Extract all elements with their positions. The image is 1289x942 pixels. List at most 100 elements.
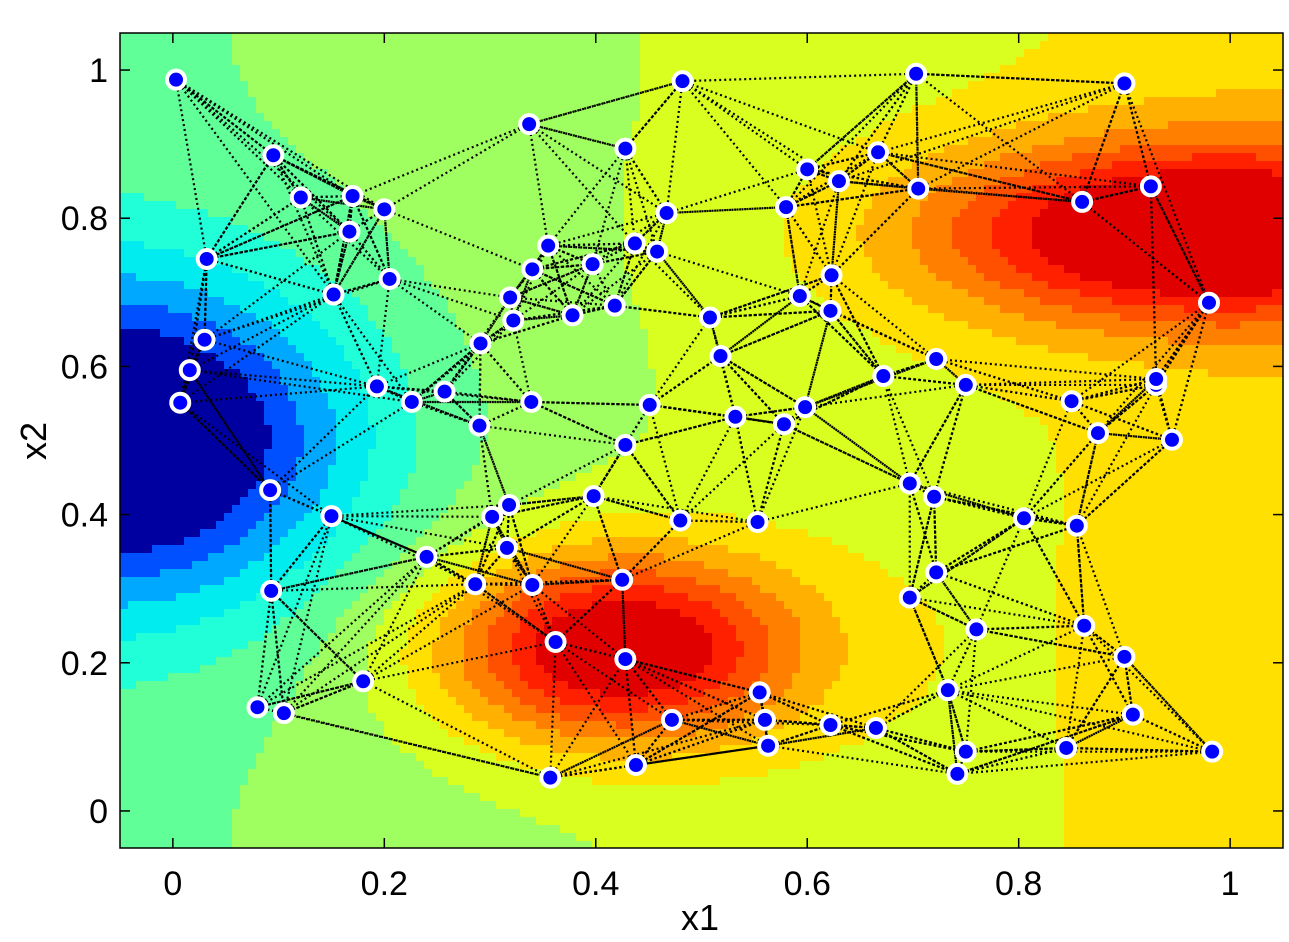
contour-cell — [504, 209, 513, 218]
contour-cell — [128, 201, 137, 210]
contour-cell — [328, 169, 337, 178]
contour-cell — [896, 49, 905, 58]
contour-cell — [608, 57, 617, 66]
contour-cell — [1040, 137, 1049, 146]
contour-cell — [208, 209, 217, 218]
contour-cell — [728, 297, 737, 306]
contour-cell — [1208, 169, 1217, 178]
contour-cell — [1104, 145, 1113, 154]
contour-cell — [144, 169, 153, 178]
contour-cell — [320, 81, 329, 90]
contour-cell — [968, 49, 977, 58]
contour-cell — [200, 65, 209, 74]
contour-cell — [1016, 33, 1025, 42]
contour-cell — [320, 161, 329, 170]
contour-cell — [536, 57, 545, 66]
contour-cell — [120, 249, 129, 258]
contour-cell — [984, 265, 993, 274]
contour-cell — [432, 41, 441, 50]
contour-cell — [328, 73, 337, 82]
contour-cell — [1192, 169, 1201, 178]
contour-cell — [384, 113, 393, 122]
contour-cell — [152, 73, 161, 82]
contour-cell — [528, 209, 537, 218]
contour-cell — [1016, 273, 1025, 282]
contour-cell — [1200, 89, 1209, 98]
contour-cell — [664, 153, 673, 162]
contour-cell — [976, 257, 985, 266]
contour-cell — [360, 81, 369, 90]
contour-cell — [720, 73, 729, 82]
contour-cell — [416, 89, 425, 98]
contour-cell — [544, 209, 553, 218]
contour-cell — [448, 145, 457, 154]
contour-cell — [1016, 153, 1025, 162]
contour-cell — [1248, 137, 1257, 146]
contour-cell — [1144, 65, 1153, 74]
contour-cell — [288, 137, 297, 146]
contour-cell — [352, 65, 361, 74]
contour-cell — [616, 177, 625, 186]
contour-cell — [328, 105, 337, 114]
contour-cell — [952, 297, 961, 306]
contour-cell — [944, 121, 953, 130]
contour-cell — [1280, 145, 1283, 154]
contour-cell — [1088, 129, 1097, 138]
contour-cell — [248, 177, 257, 186]
contour-cell — [896, 137, 905, 146]
contour-cell — [520, 177, 529, 186]
contour-cell — [832, 113, 841, 122]
contour-cell — [1144, 161, 1153, 170]
contour-cell — [1144, 241, 1153, 250]
contour-cell — [456, 297, 465, 306]
contour-cell — [176, 217, 185, 226]
contour-cell — [600, 137, 609, 146]
contour-cell — [960, 209, 969, 218]
contour-cell — [1192, 113, 1201, 122]
contour-cell — [800, 145, 809, 154]
contour-cell — [120, 177, 129, 186]
contour-cell — [1176, 257, 1185, 266]
contour-cell — [696, 297, 705, 306]
contour-cell — [1224, 89, 1233, 98]
contour-cell — [488, 209, 497, 218]
contour-cell — [1192, 281, 1201, 290]
contour-cell — [968, 33, 977, 42]
contour-cell — [928, 257, 937, 266]
contour-cell — [1056, 289, 1065, 298]
contour-cell — [920, 233, 929, 242]
contour-cell — [728, 161, 737, 170]
contour-cell — [120, 265, 129, 274]
contour-cell — [296, 137, 305, 146]
contour-cell — [360, 73, 369, 82]
contour-cell — [816, 249, 825, 258]
contour-cell — [648, 81, 657, 90]
contour-cell — [224, 161, 233, 170]
contour-cell — [1216, 257, 1225, 266]
contour-cell — [696, 185, 705, 194]
contour-cell — [848, 145, 857, 154]
contour-cell — [624, 73, 633, 82]
contour-cell — [600, 57, 609, 66]
contour-cell — [176, 281, 185, 290]
contour-cell — [656, 161, 665, 170]
contour-cell — [288, 105, 297, 114]
contour-cell — [576, 249, 585, 258]
contour-cell — [744, 145, 753, 154]
contour-cell — [1280, 65, 1283, 74]
contour-cell — [960, 265, 969, 274]
contour-cell — [136, 185, 145, 194]
contour-cell — [248, 121, 257, 130]
contour-cell — [624, 65, 633, 74]
contour-cell — [248, 89, 257, 98]
contour-cell — [560, 113, 569, 122]
contour-cell — [208, 193, 217, 202]
contour-cell — [328, 81, 337, 90]
contour-cell — [1144, 41, 1153, 50]
contour-cell — [208, 73, 217, 82]
contour-cell — [1128, 257, 1137, 266]
contour-cell — [312, 225, 321, 234]
contour-cell — [936, 113, 945, 122]
contour-cell — [416, 241, 425, 250]
contour-cell — [120, 65, 129, 74]
